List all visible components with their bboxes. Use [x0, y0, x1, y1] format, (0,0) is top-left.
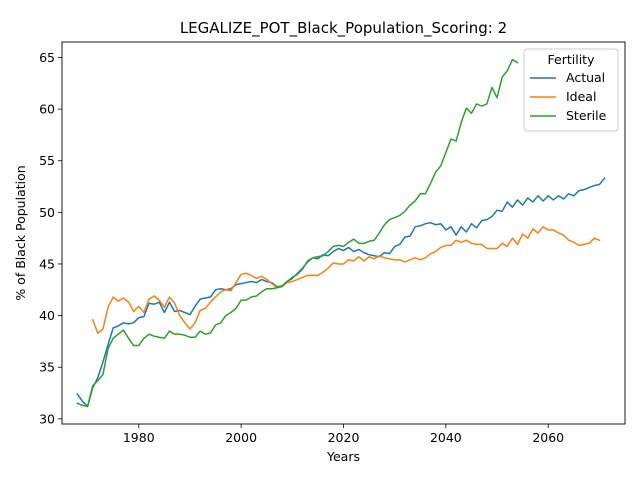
series-line-ideal [91, 226, 601, 334]
legend: Fertility Actual Ideal Sterile [523, 48, 619, 132]
y-tick-label: 65 [39, 50, 55, 65]
series-line-sterile [76, 58, 519, 408]
legend-title: Fertility [548, 52, 596, 67]
x-axis: 1980 2000 2020 2040 2060 [123, 424, 564, 445]
y-tick-label: 60 [39, 102, 55, 117]
x-tick-label: 2000 [225, 430, 257, 445]
legend-entries: Actual Ideal Sterile [530, 70, 607, 123]
x-tick-label: 2060 [532, 430, 564, 445]
series-line-actual [76, 177, 606, 408]
legend-label-actual: Actual [566, 70, 605, 85]
series-layer [76, 58, 606, 408]
y-tick-label: 35 [39, 360, 55, 375]
y-tick-label: 45 [39, 256, 55, 271]
x-tick-label: 2040 [430, 430, 462, 445]
y-tick-label: 30 [39, 411, 55, 426]
legend-label-sterile: Sterile [566, 108, 607, 123]
y-tick-label: 40 [39, 308, 55, 323]
y-tick-label: 50 [39, 205, 55, 220]
legend-label-ideal: Ideal [566, 89, 596, 104]
legend-box [523, 48, 619, 132]
x-tick-label: 1980 [123, 430, 155, 445]
y-axis-label: % of Black Population [13, 165, 28, 300]
chart-title: LEGALIZE_POT_Black_Population_Scoring: 2 [180, 19, 507, 38]
y-tick-label: 55 [39, 153, 55, 168]
y-axis: 30 35 40 45 50 55 60 65 [39, 50, 62, 426]
x-axis-label: Years [326, 449, 360, 464]
x-tick-label: 2020 [328, 430, 360, 445]
